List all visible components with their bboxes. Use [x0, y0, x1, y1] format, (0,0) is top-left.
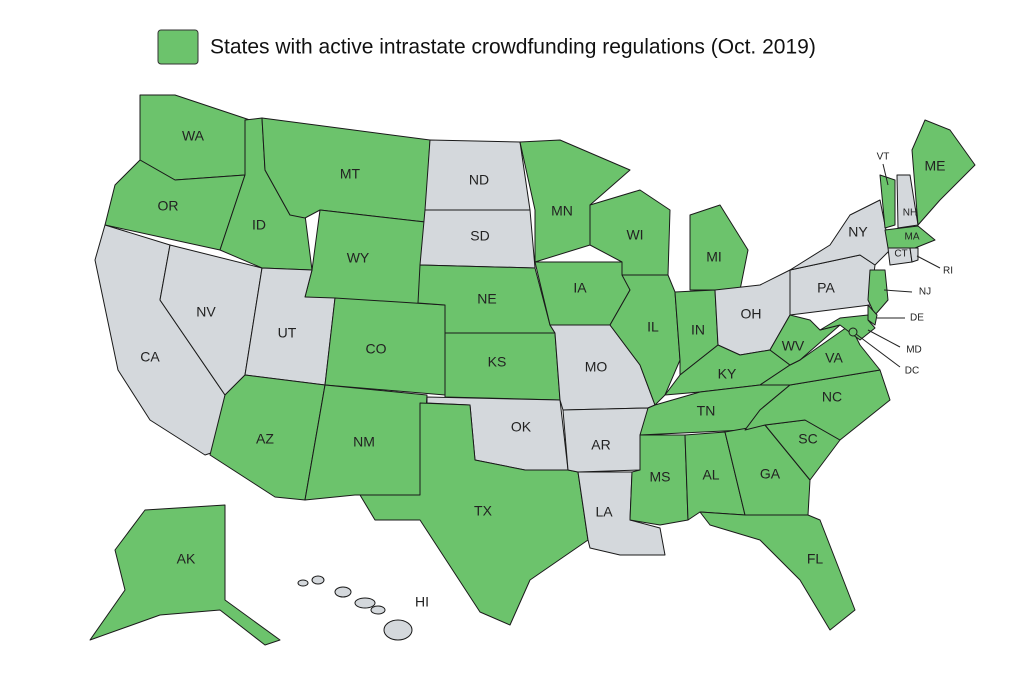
state-label: ME [925, 158, 946, 174]
state-label: MO [585, 359, 608, 375]
state-shape [848, 327, 858, 337]
state-shape [867, 269, 889, 316]
state-shape [89, 504, 281, 646]
state-label: MT [340, 166, 361, 182]
state-label: VA [825, 350, 843, 366]
state-shape [884, 225, 936, 249]
state-label: MI [706, 249, 722, 265]
state-shape [744, 369, 891, 441]
state-label: NV [196, 304, 216, 320]
legend-label: States with active intrastate crowdfundi… [210, 36, 816, 59]
state-label: OR [158, 198, 179, 214]
state-label: NC [822, 389, 842, 405]
state-label: RI [943, 266, 953, 277]
state-label: DC [905, 366, 919, 377]
state-label: PA [817, 280, 835, 296]
leader-line [883, 289, 913, 293]
state-label: CO [366, 341, 387, 357]
state-label: AL [702, 467, 719, 483]
legend-swatch [157, 29, 199, 65]
state-label: NJ [919, 287, 931, 298]
state-label: AK [177, 551, 196, 567]
state-label: CA [140, 349, 160, 365]
state-shape [383, 619, 413, 641]
state-label: HI [415, 594, 429, 610]
state-label: WV [782, 338, 805, 354]
state-shape [609, 274, 681, 406]
state-shape [311, 575, 325, 585]
state-shape [359, 402, 589, 626]
state-label: VT [877, 152, 890, 163]
state-label: KS [488, 354, 507, 370]
state-shape [911, 119, 976, 226]
state-label: ID [252, 217, 266, 233]
state-shape [370, 605, 386, 615]
state-label: NH [903, 208, 917, 219]
state-shape [689, 204, 749, 291]
state-label: NE [477, 291, 496, 307]
state-label: KY [718, 366, 737, 382]
state-label: MD [906, 345, 922, 356]
state-label: TX [474, 503, 493, 519]
state-label: IN [691, 322, 705, 338]
state-label: NY [848, 224, 868, 240]
state-label: WA [182, 128, 205, 144]
leader-line [882, 163, 889, 186]
state-shape [354, 597, 376, 609]
state-label: MA [905, 232, 920, 243]
state-label: MS [650, 469, 671, 485]
state-label: OK [511, 419, 532, 435]
state-shape [297, 579, 309, 587]
state-shape [879, 174, 896, 229]
leader-line [867, 329, 901, 348]
state-label: LA [595, 504, 613, 520]
state-label: WY [347, 250, 370, 266]
state-label: MN [551, 203, 573, 219]
state-label: UT [278, 325, 297, 341]
leader-line [855, 333, 901, 368]
state-label: WI [626, 227, 643, 243]
state-label: IA [573, 280, 587, 296]
state-shape [562, 407, 649, 473]
state-label: CT [894, 249, 907, 260]
state-label: OH [741, 306, 762, 322]
state-label: IL [647, 319, 659, 335]
state-label: AR [591, 437, 610, 453]
state-shape [909, 247, 919, 263]
state-label: AZ [256, 431, 274, 447]
state-label: NM [353, 434, 375, 450]
state-label: TN [697, 403, 716, 419]
state-label: ND [469, 172, 489, 188]
state-label: SD [470, 228, 489, 244]
leader-line [916, 255, 941, 269]
state-shape [819, 314, 876, 341]
state-shape [699, 511, 856, 631]
state-shape [789, 199, 891, 271]
state-label: FL [807, 551, 824, 567]
state-label: SC [798, 431, 817, 447]
state-label: GA [760, 466, 781, 482]
state-label: DE [910, 313, 924, 324]
state-shape [334, 586, 352, 598]
